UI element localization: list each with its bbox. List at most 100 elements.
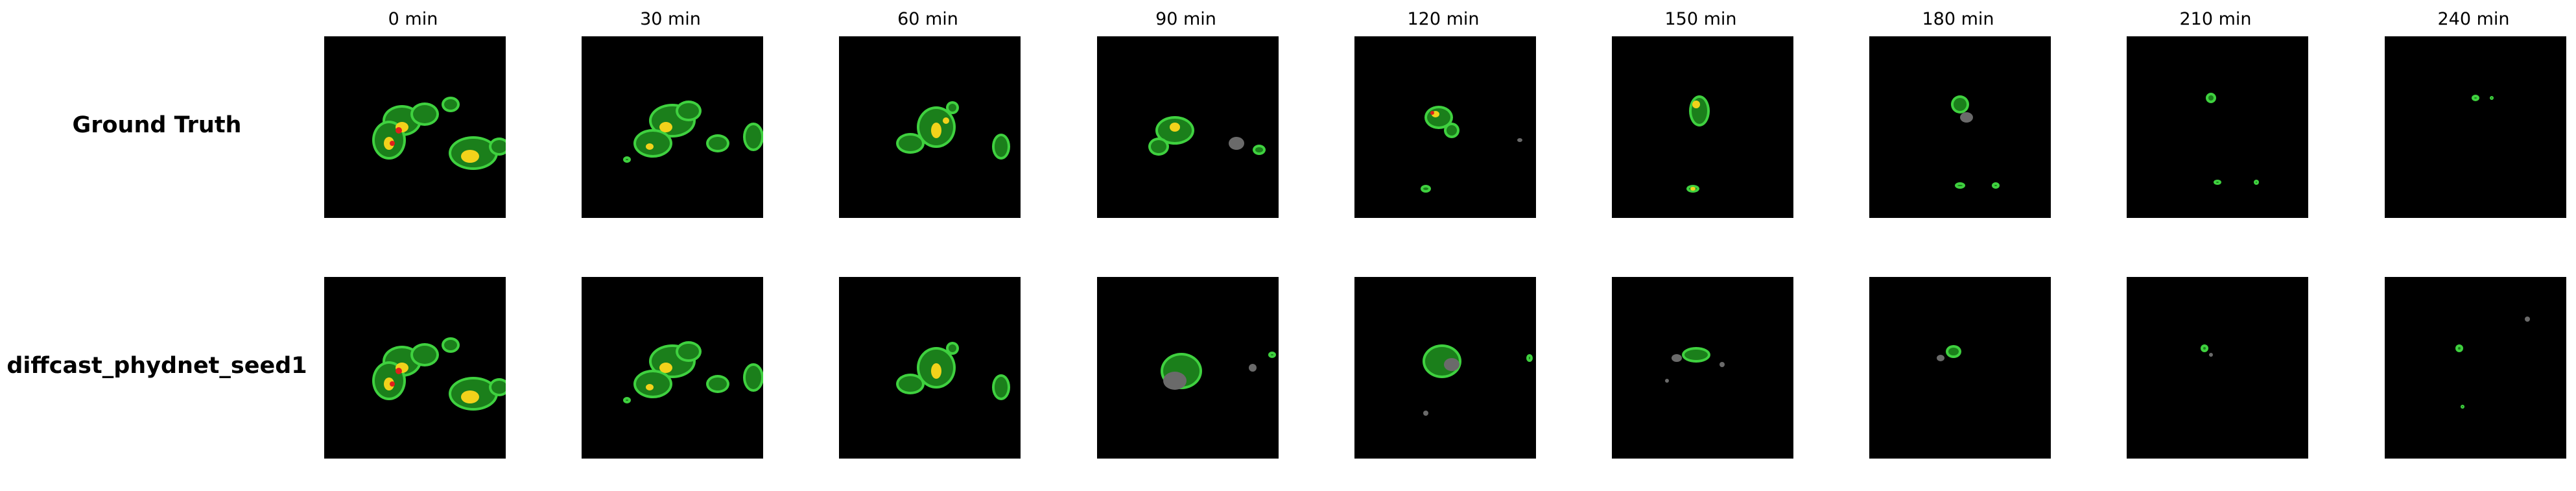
echo-cell-core xyxy=(995,377,1008,398)
time-label-120: 120 min xyxy=(1407,9,1480,29)
echo-cell xyxy=(396,127,402,134)
echo-cell-core xyxy=(2458,347,2461,350)
echo-cell-core xyxy=(444,340,457,350)
echo-cell-core xyxy=(1271,354,1273,355)
echo-cell xyxy=(646,384,654,390)
radar-echo-image xyxy=(2127,36,2308,218)
echo-cell-core xyxy=(1684,350,1708,360)
radar-panel-gt-240 xyxy=(2385,36,2566,218)
echo-cell-core xyxy=(746,125,761,149)
echo-cell-core xyxy=(413,346,436,364)
echo-cell-core xyxy=(899,136,922,151)
radar-echo-image xyxy=(1869,277,2051,459)
time-label-210: 210 min xyxy=(2179,9,2252,29)
time-label-30: 30 min xyxy=(640,9,701,29)
radar-echo-image xyxy=(1097,36,1279,218)
echo-cell xyxy=(390,381,395,387)
echo-cell-core xyxy=(491,381,506,394)
echo-cell xyxy=(1672,354,1682,362)
radar-echo-image xyxy=(1354,277,1536,459)
radar-panel-pred-150 xyxy=(1612,277,1793,459)
echo-cell-core xyxy=(2474,97,2477,99)
echo-cell-core xyxy=(626,159,628,160)
radar-background xyxy=(1869,277,2051,459)
radar-echo-image xyxy=(1354,36,1536,218)
echo-cell xyxy=(1170,123,1180,132)
radar-echo-image xyxy=(324,36,506,218)
radar-background xyxy=(1869,36,2051,218)
radar-background xyxy=(2127,36,2308,218)
radar-echo-image xyxy=(2385,277,2566,459)
echo-cell-core xyxy=(678,103,699,119)
radar-panel-gt-30 xyxy=(582,36,763,218)
time-label-150: 150 min xyxy=(1664,9,1737,29)
echo-cell-core xyxy=(995,136,1008,157)
echo-cell-core xyxy=(949,344,956,352)
radar-panel-gt-120 xyxy=(1354,36,1536,218)
echo-cell-core xyxy=(1427,108,1450,126)
echo-cell-core xyxy=(413,105,436,123)
echo-cell-core xyxy=(1948,348,1959,355)
echo-cell-core xyxy=(1994,185,1997,186)
radar-panel-gt-60 xyxy=(839,36,1021,218)
echo-cell xyxy=(1690,187,1696,191)
radar-background xyxy=(2385,36,2566,218)
echo-cell-core xyxy=(2216,182,2219,183)
echo-cell-core xyxy=(1255,147,1263,152)
echo-cell xyxy=(1163,372,1187,390)
echo-cell-core xyxy=(444,99,457,110)
echo-cell xyxy=(659,363,672,373)
echo-cell-core xyxy=(2203,347,2206,350)
radar-panel-pred-90 xyxy=(1097,277,1279,459)
echo-cell xyxy=(1692,101,1700,108)
radar-echo-image xyxy=(839,277,1021,459)
radar-panel-gt-0 xyxy=(324,36,506,218)
radar-panel-pred-210 xyxy=(2127,277,2308,459)
radar-panel-pred-240 xyxy=(2385,277,2566,459)
echo-cell xyxy=(1249,364,1257,372)
echo-cell xyxy=(396,368,402,374)
echo-cell xyxy=(1229,137,1244,150)
echo-cell-core xyxy=(1423,187,1428,190)
radar-echo-image xyxy=(582,277,763,459)
echo-cell xyxy=(931,123,941,138)
echo-cell-core xyxy=(2208,95,2214,101)
row-label-model: diffcast_phydnet_seed1 xyxy=(6,353,307,379)
radar-panel-gt-150 xyxy=(1612,36,1793,218)
echo-cell-core xyxy=(2256,182,2257,183)
echo-cell-core xyxy=(1529,357,1530,359)
echo-cell xyxy=(1423,411,1428,416)
time-label-90: 90 min xyxy=(1155,9,1216,29)
echo-cell-core xyxy=(949,104,956,112)
radar-background xyxy=(1612,277,1793,459)
echo-cell xyxy=(1444,358,1459,371)
echo-cell xyxy=(2525,317,2530,322)
radar-echo-image xyxy=(1612,277,1793,459)
echo-cell xyxy=(384,377,394,390)
echo-cell-core xyxy=(491,140,506,153)
radar-echo-image xyxy=(324,277,506,459)
echo-cell xyxy=(659,122,672,132)
echo-cell xyxy=(1517,138,1522,142)
radar-echo-image xyxy=(839,36,1021,218)
radar-panel-gt-210 xyxy=(2127,36,2308,218)
echo-cell-core xyxy=(709,377,727,390)
radar-background xyxy=(1612,36,1793,218)
radar-echo-image xyxy=(1612,36,1793,218)
radar-background xyxy=(2385,277,2566,459)
radar-echo-image xyxy=(1869,36,2051,218)
echo-cell-core xyxy=(2462,406,2463,407)
echo-cell xyxy=(2209,353,2213,357)
radar-echo-image xyxy=(582,36,763,218)
echo-cell-core xyxy=(1151,140,1166,153)
echo-cell xyxy=(384,137,394,150)
time-label-240: 240 min xyxy=(2437,9,2510,29)
echo-cell xyxy=(931,363,941,379)
echo-cell-core xyxy=(1954,98,1967,111)
radar-background xyxy=(2127,277,2308,459)
time-label-180: 180 min xyxy=(1922,9,1994,29)
echo-cell-core xyxy=(2491,97,2492,99)
radar-panel-pred-60 xyxy=(839,277,1021,459)
radar-panel-pred-0 xyxy=(324,277,506,459)
